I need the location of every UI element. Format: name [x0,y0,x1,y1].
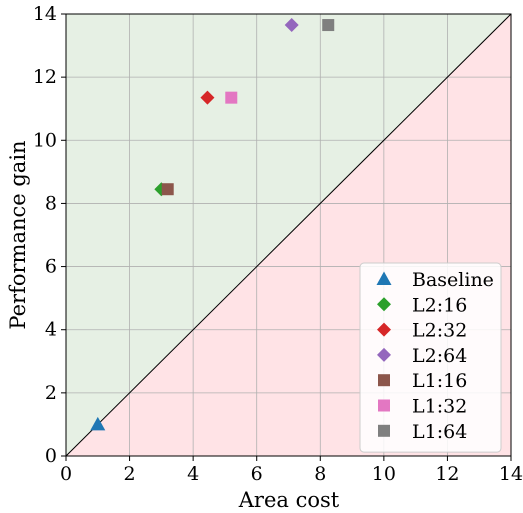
legend-marker-l1-32 [378,399,390,412]
x-tick-label: 4 [187,463,199,485]
axis-ticks: 0 2 4 6 8 10 12 14 0 2 4 6 8 10 12 14 [33,3,523,485]
point-baseline [90,416,106,431]
legend-marker-l2-64 [377,347,391,362]
legend-marker-l2-32 [377,322,391,337]
x-tick-label: 6 [251,463,263,485]
point-l2-64 [284,18,299,33]
y-tick-label: 10 [33,129,57,151]
y-tick-label: 14 [33,3,57,25]
legend-marker-l2-16 [377,297,391,312]
legend-marker-l1-64 [378,424,390,437]
x-tick-label: 2 [124,463,136,485]
y-axis-label: Performance gain [6,140,30,329]
legend-label-l1-16: L1:16 [412,370,467,392]
y-tick-label: 4 [45,319,57,341]
x-tick-label: 12 [435,463,459,485]
point-l2-32 [200,90,215,105]
x-tick-label: 14 [499,463,523,485]
x-tick-label: 8 [314,463,326,485]
legend-label-l2-16: L2:16 [412,294,467,316]
y-tick-label: 0 [45,445,57,467]
diagonal-line [65,13,512,457]
plot-frame [65,13,512,457]
legend-label-l1-64: L1:64 [412,421,467,443]
point-l1-64 [322,19,335,32]
data-points [90,18,335,431]
y-tick-label: 2 [45,382,57,404]
point-l1-32 [225,91,238,104]
legend-box [359,262,502,453]
legend-label-l2-64: L2:64 [412,345,467,367]
diagonal-line-group [65,13,512,457]
axes-frame [65,13,512,457]
point-l1-16 [161,183,174,196]
x-axis-label: Area cost [238,488,340,512]
y-tick-label: 6 [45,256,57,278]
x-tick-label: 0 [60,463,72,485]
legend-marker-baseline [376,271,392,285]
y-tick-label: 12 [33,66,57,88]
x-tick-label: 10 [372,463,396,485]
legend-label-baseline: Baseline [412,269,494,291]
legend-label-l2-32: L2:32 [412,320,467,342]
legend: Baseline L2:16 L2:32 L2:64 L1:16 L1:32 L1:64 [359,262,502,453]
legend-label-l1-32: L1:32 [412,396,467,418]
legend-marker-l1-16 [378,374,390,387]
y-tick-label: 8 [45,192,57,214]
